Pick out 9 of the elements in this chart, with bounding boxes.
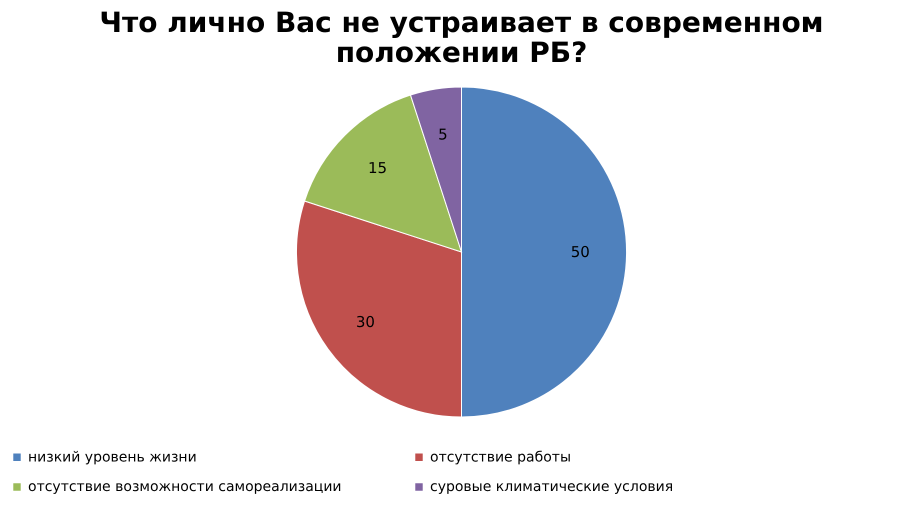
chart-title: Что лично Вас не устраивает в современном положении РБ? xyxy=(99,6,824,69)
data-label: 30 xyxy=(356,312,375,331)
data-label: 5 xyxy=(438,126,448,144)
data-label: 15 xyxy=(368,158,388,177)
legend-label: суровые климатические условия xyxy=(430,479,674,495)
data-label: 50 xyxy=(570,243,590,261)
legend-label: отсутствие возможности самореализации xyxy=(28,479,342,495)
legend-label: низкий уровень жизни xyxy=(28,449,197,466)
legend-label: отсутствие работы xyxy=(430,449,571,466)
